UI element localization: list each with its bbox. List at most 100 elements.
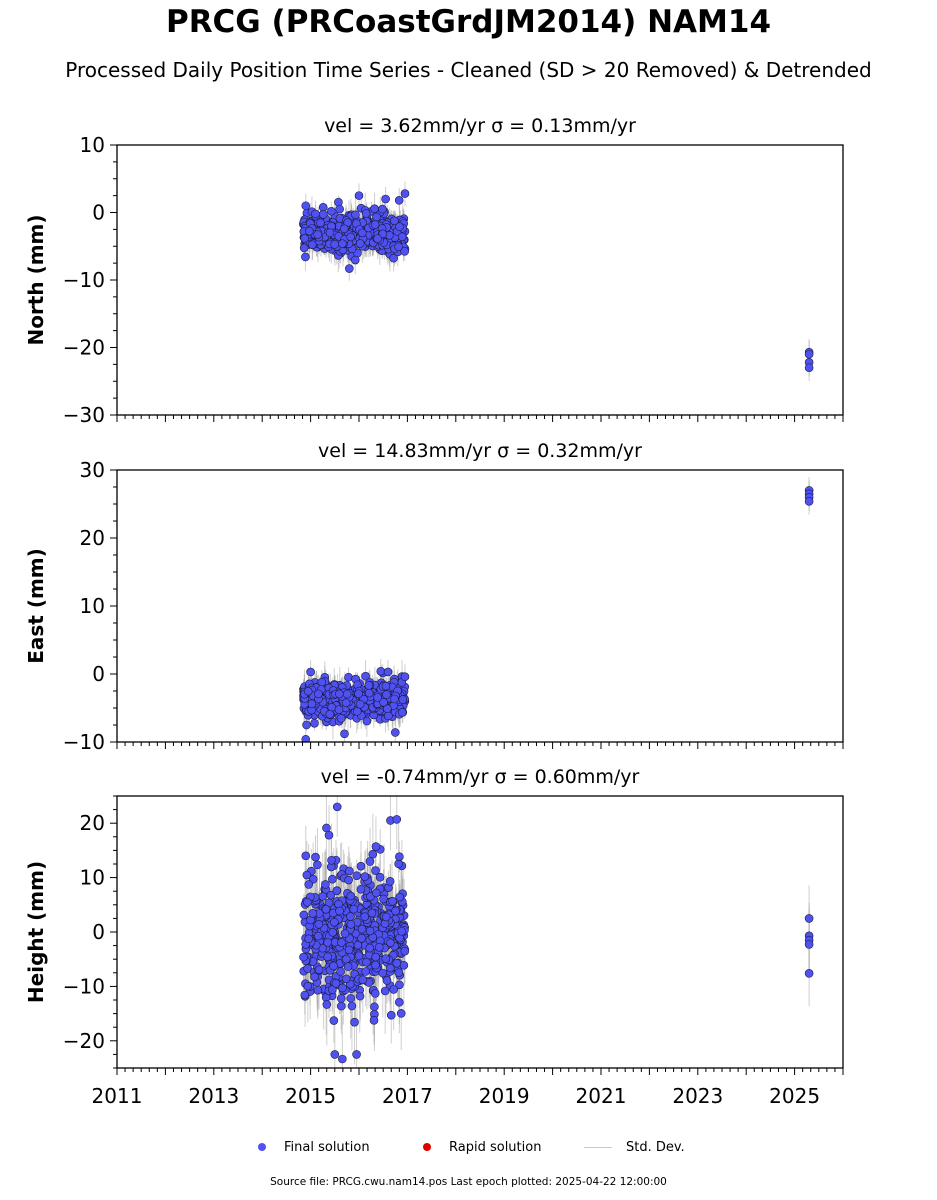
final-solution-point xyxy=(386,938,395,948)
final-solution-point xyxy=(332,886,342,896)
final-solution-point xyxy=(306,667,315,677)
final-solution-point xyxy=(346,912,355,921)
legend-final-marker xyxy=(258,1143,266,1151)
final-solution-point xyxy=(362,716,372,726)
final-solution-point xyxy=(352,871,362,880)
final-solution-point xyxy=(381,681,391,691)
x-tick-label: 2025 xyxy=(769,1084,820,1108)
panel-2: vel = 14.83mm/yr σ = 0.32mm/yr East (mm) 3… xyxy=(24,440,844,754)
final-solution-point xyxy=(346,993,356,1003)
final-solution-point xyxy=(400,247,409,256)
final-solution-point xyxy=(316,218,325,228)
final-solution-point xyxy=(304,880,314,889)
final-solution-point xyxy=(361,209,371,218)
final-solution-point xyxy=(301,734,311,742)
x-tick-label: 2021 xyxy=(576,1084,627,1108)
y-tick-label: 0 xyxy=(92,920,105,944)
plot-frame xyxy=(116,469,844,743)
final-solution-point xyxy=(346,891,356,901)
final-solution-point xyxy=(311,209,320,219)
final-solution-point xyxy=(300,234,309,243)
legend-rapid-label: Rapid solution xyxy=(449,1139,542,1155)
final-solution-point xyxy=(299,910,309,920)
final-solution-point xyxy=(310,972,319,982)
final-solution-point xyxy=(381,912,391,922)
final-solution-point xyxy=(322,1000,332,1009)
data-layer xyxy=(299,476,814,742)
final-solution-point xyxy=(369,1015,379,1025)
panel-title: vel = 3.62mm/yr σ = 0.13mm/yr xyxy=(324,115,636,137)
plot-frame xyxy=(116,795,844,1069)
final-solution-point xyxy=(301,252,310,262)
x-tick-label: 2011 xyxy=(92,1084,143,1108)
final-solution-point xyxy=(365,857,375,866)
legend: Final solution Rapid solution Std. Dev. xyxy=(0,1137,937,1157)
final-solution-point xyxy=(303,981,313,991)
final-solution-point xyxy=(322,823,331,833)
final-solution-point xyxy=(385,877,395,886)
final-solution-point xyxy=(383,667,393,677)
final-solution-point xyxy=(325,709,335,719)
final-solution-point xyxy=(330,1050,340,1059)
final-solution-point xyxy=(384,711,393,721)
final-solution-point xyxy=(323,938,332,947)
final-solution-point xyxy=(376,666,386,676)
y-axis-label: North (mm) xyxy=(24,214,48,345)
final-solution-point xyxy=(345,866,354,876)
final-solution-point xyxy=(394,968,404,977)
final-solution-point xyxy=(343,962,353,971)
final-solution-point xyxy=(395,997,404,1007)
final-solution-point xyxy=(328,874,337,884)
panel-title: vel = 14.83mm/yr σ = 0.32mm/yr xyxy=(318,440,642,462)
final-solution-point xyxy=(373,234,382,243)
final-solution-point xyxy=(344,672,353,682)
final-solution-point xyxy=(307,699,317,709)
final-solution-point xyxy=(354,689,363,699)
final-solution-point xyxy=(314,689,323,699)
final-solution-point xyxy=(344,875,353,885)
final-solution-point xyxy=(351,929,361,939)
final-solution-point xyxy=(350,1017,359,1027)
final-solution-point xyxy=(323,952,333,962)
final-solution-point xyxy=(360,912,370,921)
final-solution-point xyxy=(326,890,336,900)
final-solution-point xyxy=(324,830,334,840)
y-tick-label: −10 xyxy=(63,730,105,754)
final-solution-point xyxy=(327,206,336,216)
final-solution-point xyxy=(362,957,371,967)
panel-3: vel = -0.74mm/yr σ = 0.60mm/yr Height (mm… xyxy=(24,766,844,1108)
final-solution-point xyxy=(371,842,381,851)
y-tick-label: 10 xyxy=(80,594,105,618)
figure-title: PRCG (PRCoastGrdJM2014) NAM14 xyxy=(165,4,772,40)
final-solution-point xyxy=(397,232,407,242)
x-tick-label: 2015 xyxy=(285,1084,336,1108)
final-solution-point xyxy=(330,240,340,249)
final-solution-point xyxy=(382,690,391,699)
final-solution-point xyxy=(395,980,404,990)
final-solution-point xyxy=(358,975,368,985)
final-solution-point xyxy=(313,985,323,995)
final-solution-point xyxy=(321,904,331,914)
final-solution-point xyxy=(360,872,370,881)
final-solution-point xyxy=(373,693,382,702)
final-solution-point xyxy=(335,689,344,699)
final-solution-point xyxy=(347,1001,357,1011)
final-solution-point xyxy=(356,861,366,871)
final-solution-point xyxy=(389,253,398,263)
final-solution-point xyxy=(328,928,338,937)
y-tick-label: 10 xyxy=(80,133,105,157)
final-solution-point xyxy=(388,896,397,906)
final-solution-point xyxy=(300,990,310,1000)
final-solution-point xyxy=(327,855,336,865)
final-solution-point xyxy=(382,976,392,985)
y-tick-label: 0 xyxy=(92,662,105,686)
final-solution-point xyxy=(338,983,347,993)
x-tick-label: 2017 xyxy=(382,1084,433,1108)
final-solution-point xyxy=(346,232,356,242)
legend-rapid: Rapid solution xyxy=(423,1137,541,1157)
final-solution-point xyxy=(342,689,352,699)
final-solution-point xyxy=(313,931,323,941)
final-solution-point xyxy=(804,496,814,506)
final-solution-point xyxy=(364,681,374,690)
